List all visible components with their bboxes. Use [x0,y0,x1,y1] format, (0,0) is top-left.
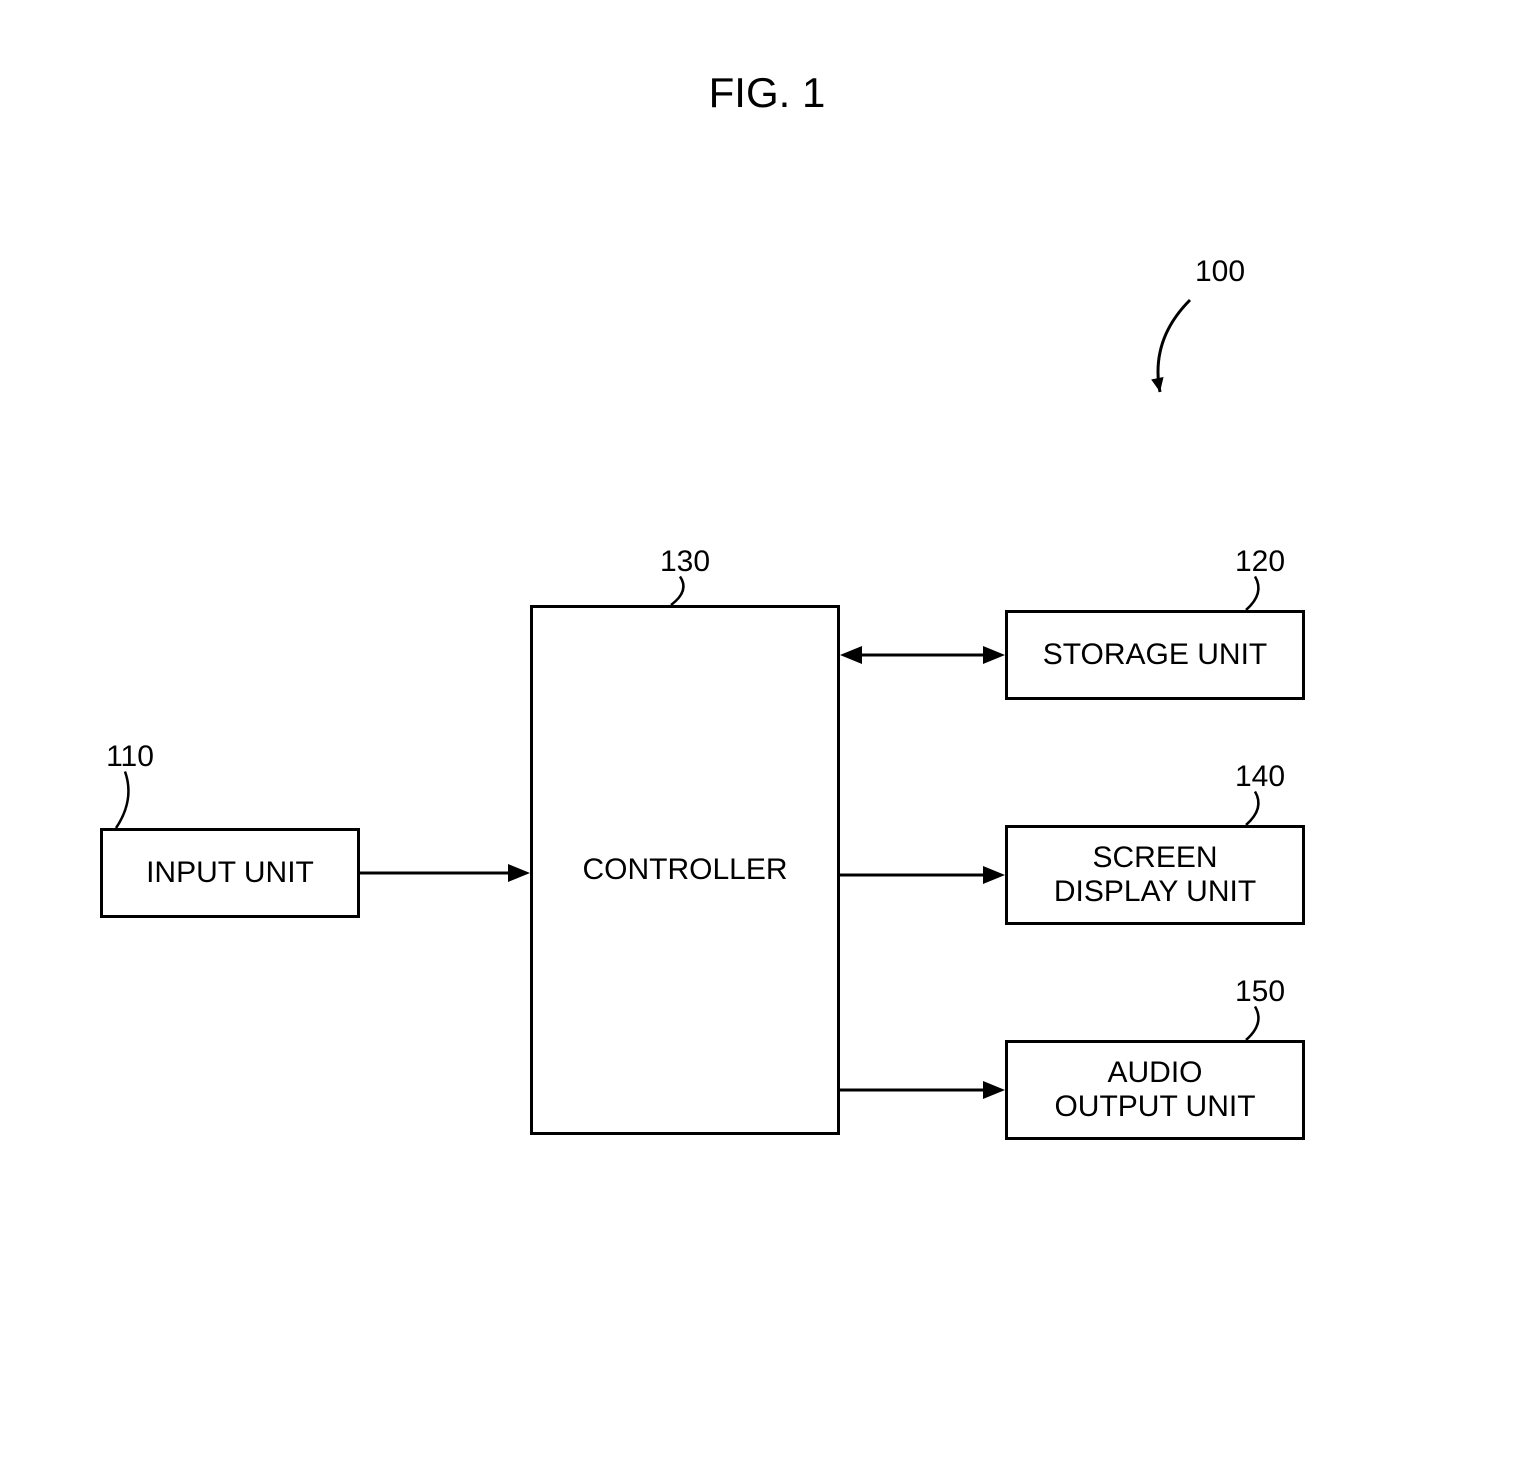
figure-title: FIG. 1 [567,69,967,117]
storage-unit-box: STORAGE UNIT [1005,610,1305,700]
input-unit-label: INPUT UNIT [146,856,314,891]
controller-box: CONTROLLER [530,605,840,1135]
controller-ref: 130 [625,545,745,579]
storage-unit-ref: 120 [1200,545,1320,579]
screen-display-unit-box: SCREEN DISPLAY UNIT [1005,825,1305,925]
screen-display-unit-label: SCREEN DISPLAY UNIT [1054,841,1256,910]
controller-label: CONTROLLER [582,853,787,888]
input-unit-box: INPUT UNIT [100,828,360,918]
storage-unit-label: STORAGE UNIT [1043,638,1267,673]
input-unit-ref: 110 [70,740,190,774]
diagram-stage: FIG. 1 100 INPUT UNIT 110 CONTROLLER 130… [0,0,1534,1472]
screen-display-unit-ref: 140 [1200,760,1320,794]
audio-output-unit-label: AUDIO OUTPUT UNIT [1054,1056,1255,1125]
audio-output-unit-box: AUDIO OUTPUT UNIT [1005,1040,1305,1140]
system-ref-label: 100 [1160,255,1280,289]
audio-output-unit-ref: 150 [1200,975,1320,1009]
